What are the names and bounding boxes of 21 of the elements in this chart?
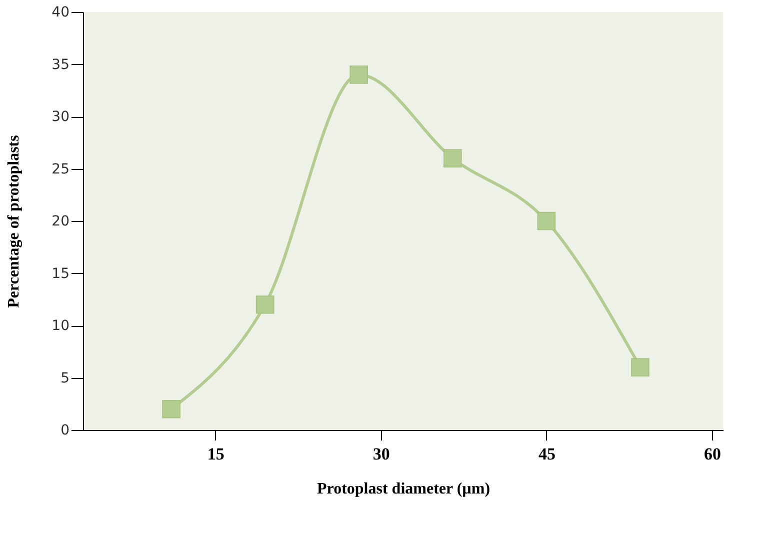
y-tick-label: 10 — [52, 318, 70, 334]
point — [350, 66, 368, 84]
y-axis-title: Percentage of protoplasts — [6, 135, 23, 308]
y-tick-label: 25 — [52, 161, 70, 178]
y-tick-label: 15 — [52, 266, 70, 282]
y-tick-label: 20 — [52, 214, 70, 230]
y-tick-label: 35 — [52, 56, 70, 73]
point — [443, 149, 462, 168]
x-tick-label: 60 — [704, 444, 721, 464]
y-tick-label: 5 — [60, 370, 70, 386]
x-tick-label: 45 — [538, 444, 556, 464]
point — [256, 295, 274, 314]
y-tick-label: 30 — [52, 109, 70, 125]
x-axis-title: Protoplast diameter (µm) — [316, 480, 490, 498]
point — [162, 400, 180, 418]
point — [631, 358, 650, 376]
y-tick-label: 0 — [60, 422, 70, 438]
point — [537, 212, 556, 230]
y-tick-label: 40 — [52, 4, 70, 20]
x-tick-label: 30 — [372, 444, 390, 464]
x-tick-label: 15 — [207, 444, 224, 464]
